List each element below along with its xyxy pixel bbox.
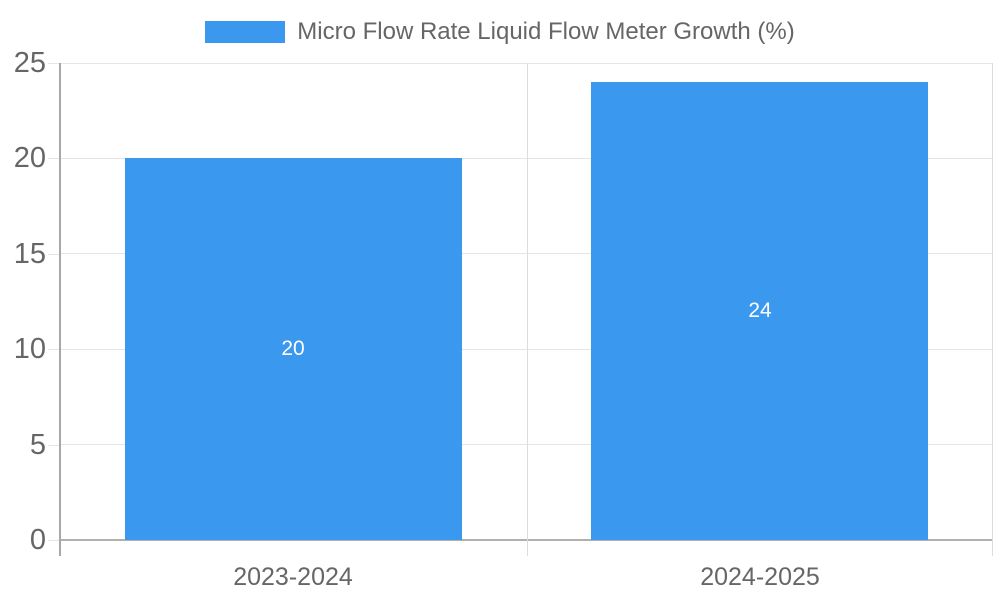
bar-value-label: 24 xyxy=(748,299,772,322)
gridline xyxy=(60,444,993,445)
y-tick-mark xyxy=(48,254,60,255)
gridline xyxy=(60,158,993,159)
y-tick-mark xyxy=(48,63,60,64)
y-tick-label: 5 xyxy=(29,429,46,461)
bar-value-label: 20 xyxy=(281,337,305,360)
y-tick-mark xyxy=(48,540,60,541)
y-tick-label: 25 xyxy=(13,47,46,79)
legend-label: Micro Flow Rate Liquid Flow Meter Growth… xyxy=(297,18,795,45)
bar xyxy=(591,82,928,540)
legend-swatch-icon xyxy=(205,21,286,43)
gridline xyxy=(60,63,993,64)
y-tick-label: 15 xyxy=(13,238,46,270)
category-divider xyxy=(527,63,528,556)
x-axis-label: 2023-2024 xyxy=(233,563,353,591)
x-axis-label: 2024-2025 xyxy=(700,563,820,591)
y-tick-mark xyxy=(48,349,60,350)
y-axis-line xyxy=(59,63,61,556)
y-tick-label: 0 xyxy=(29,524,46,556)
y-tick-mark xyxy=(48,445,60,446)
y-tick-mark xyxy=(48,158,60,159)
gridline xyxy=(60,253,993,254)
plot-right-border xyxy=(992,63,993,556)
x-axis-line xyxy=(60,539,993,541)
y-tick-label: 20 xyxy=(13,142,46,174)
gridline xyxy=(60,349,993,350)
legend: Micro Flow Rate Liquid Flow Meter Growth… xyxy=(0,18,1000,46)
y-tick-label: 10 xyxy=(13,333,46,365)
legend-item[interactable]: Micro Flow Rate Liquid Flow Meter Growth… xyxy=(205,18,795,46)
bar xyxy=(125,158,462,540)
